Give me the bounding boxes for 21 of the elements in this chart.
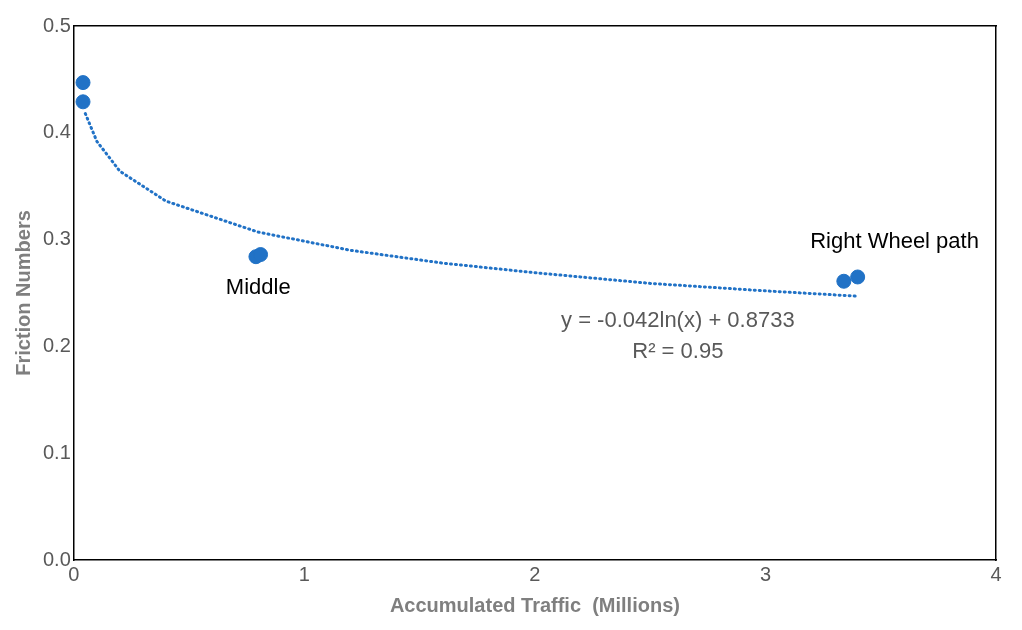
- y-tick-label: 0.1: [42, 440, 71, 463]
- point: [836, 273, 852, 289]
- x-tick-label: 2: [529, 562, 541, 585]
- y-tick-label: 0.4: [42, 120, 71, 143]
- y-tick-label: 0.2: [42, 333, 71, 356]
- point: [850, 269, 866, 285]
- x-tick-label: 3: [759, 562, 772, 585]
- point: [75, 94, 91, 110]
- y-tick-label: 0.3: [42, 227, 71, 250]
- point: [75, 75, 91, 91]
- annotation: R² = 0.95: [632, 337, 724, 363]
- point: [253, 247, 269, 263]
- annotation: Middle: [225, 273, 291, 299]
- annotation: Right Wheel path: [810, 228, 979, 254]
- y-axis-title: Friction Numbers: [11, 210, 34, 376]
- x-axis-title: Accumulated Traffic (Millions): [389, 593, 680, 616]
- y-tick-label: 0.0: [42, 547, 71, 570]
- annotation: y = -0.042ln(x) + 0.8733: [561, 307, 795, 333]
- y-tick-label: 0.5: [42, 13, 71, 36]
- x-tick-label: 1: [298, 562, 310, 585]
- x-tick-label: 4: [990, 562, 1002, 585]
